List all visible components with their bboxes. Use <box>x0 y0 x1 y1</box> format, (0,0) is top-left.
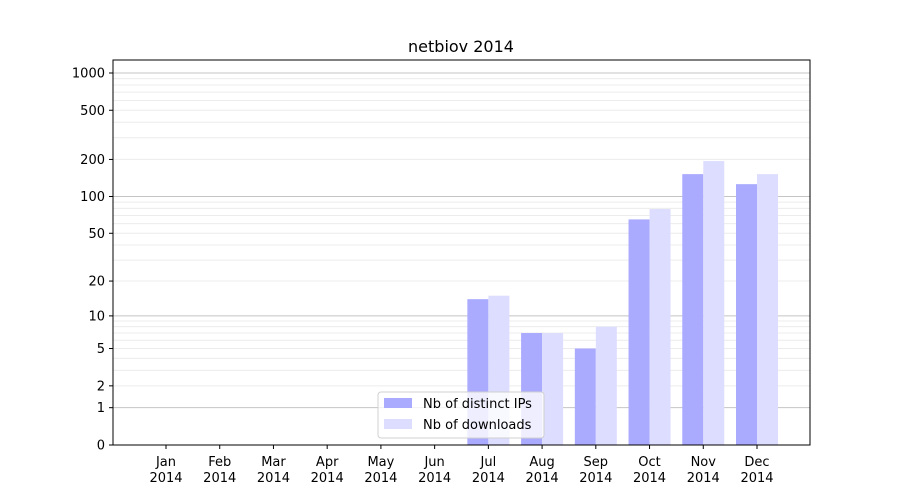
legend-label: Nb of downloads <box>423 418 532 433</box>
y-tick-label: 100 <box>80 190 105 205</box>
x-tick-label: Jan 2014 <box>149 455 182 486</box>
legend: Nb of distinct IPs Nb of downloads <box>377 391 545 439</box>
bar-downloads <box>703 161 725 445</box>
bar-downloads <box>757 174 778 445</box>
y-tick-label: 1000 <box>72 66 105 81</box>
legend-swatch <box>384 398 412 408</box>
chart-title: netbiov 2014 <box>408 37 514 56</box>
x-tick-label: Oct 2014 <box>633 455 666 486</box>
bar-ips <box>574 348 596 445</box>
y-tick-label: 2 <box>97 379 105 394</box>
legend-swatch <box>384 419 412 429</box>
legend-box <box>377 391 545 439</box>
legend-label: Nb of distinct IPs <box>423 397 532 412</box>
bar-downloads <box>595 326 617 445</box>
bar-downloads <box>542 333 564 445</box>
x-tick-label: Jul 2014 <box>472 455 505 486</box>
y-tick-label: 10 <box>88 309 105 324</box>
x-tick-label: Apr 2014 <box>311 455 344 486</box>
x-tick-label: Dec 2014 <box>740 455 773 486</box>
plot-frame <box>112 59 811 446</box>
bar-downloads <box>649 209 671 445</box>
x-tick-label: May 2014 <box>364 455 397 486</box>
bar-ips <box>736 184 757 445</box>
bar-ips <box>628 219 650 445</box>
y-tick-label: 5 <box>97 342 105 357</box>
x-tick-label: Aug 2014 <box>526 455 559 486</box>
x-tick-label: Jun 2014 <box>418 455 451 486</box>
y-tick-label: 50 <box>88 227 105 242</box>
x-tick-label: Sep 2014 <box>579 455 612 486</box>
y-tick-label: 500 <box>80 104 105 119</box>
x-tick-label: Nov 2014 <box>687 455 720 486</box>
y-tick-label: 20 <box>88 275 105 290</box>
x-tick-label: Feb 2014 <box>203 455 236 486</box>
y-tick-label: 1 <box>97 401 105 416</box>
y-tick-label: 200 <box>80 153 105 168</box>
bar-ips <box>682 174 704 445</box>
y-tick-label: 0 <box>97 439 105 454</box>
x-tick-label: Mar 2014 <box>257 455 290 486</box>
